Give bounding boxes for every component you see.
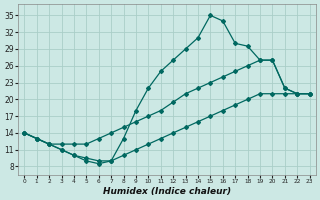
X-axis label: Humidex (Indice chaleur): Humidex (Indice chaleur) [103, 187, 231, 196]
